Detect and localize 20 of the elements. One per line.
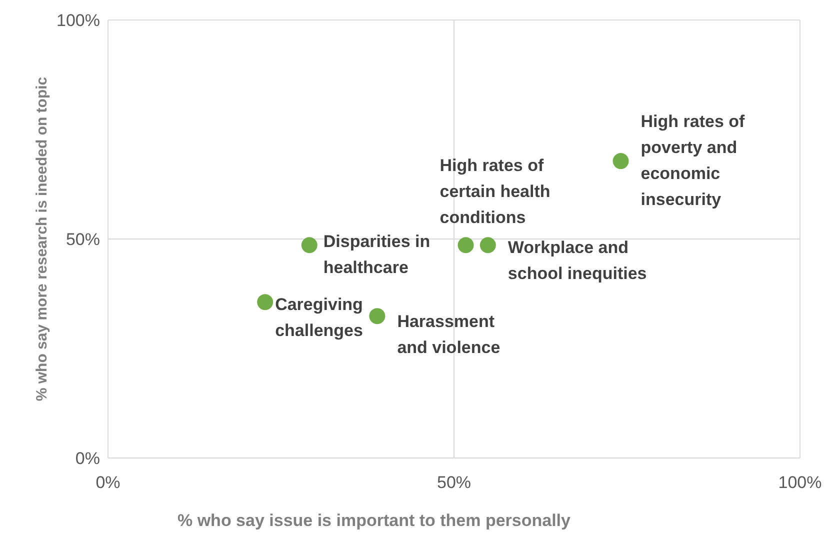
annotation: Harassment and violence bbox=[397, 312, 500, 358]
point bbox=[458, 237, 474, 254]
point bbox=[369, 308, 386, 324]
y-tick-label: 50% bbox=[66, 230, 100, 250]
annotation: Disparities in healthcare bbox=[323, 232, 430, 278]
annotation: Caregiving challenges bbox=[275, 295, 363, 340]
point bbox=[612, 153, 629, 170]
y-tick-label: 0% bbox=[75, 449, 100, 468]
point bbox=[257, 294, 274, 310]
annotation: High rates of poverty and economic insecurity bbox=[640, 112, 746, 210]
annotation: Workplace and school inequities bbox=[508, 238, 647, 284]
y-tick-label: 100% bbox=[56, 11, 100, 30]
x-tick-label: 100% bbox=[778, 473, 822, 492]
annotation: High rates of certain health conditions bbox=[440, 156, 550, 228]
x-tick-label: 0% bbox=[96, 473, 120, 492]
y-axis-title: % who say more research is ineeded on topic bbox=[34, 76, 50, 402]
x-tick-label: 50% bbox=[436, 473, 472, 492]
point bbox=[301, 237, 318, 254]
x-axis-title: % who say issue is important to them personally bbox=[178, 511, 572, 530]
point bbox=[480, 237, 496, 254]
